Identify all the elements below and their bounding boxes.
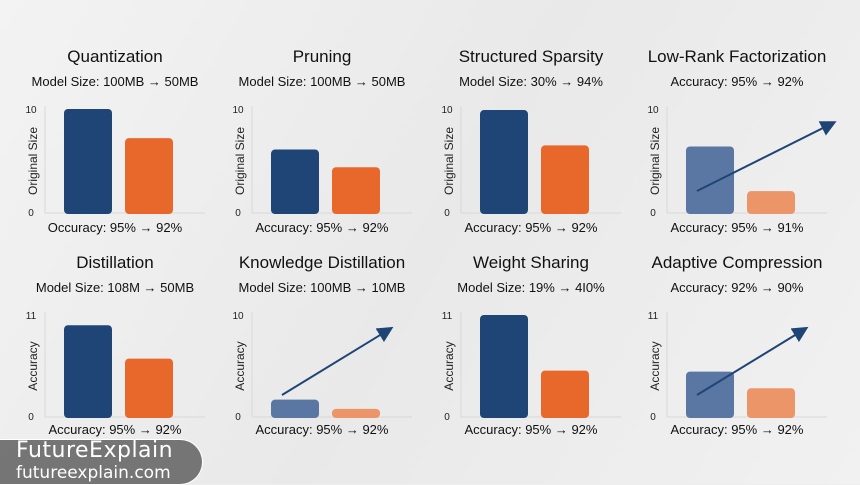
- y-axis-label: Accuracy: [442, 341, 456, 390]
- chart-title: Adaptive Compression: [651, 253, 822, 272]
- y-tick-label: 0: [444, 412, 450, 423]
- y-axis-label: Original Size: [26, 127, 40, 195]
- chart-subtitle: Model Size: 19% → 4I0%: [457, 280, 605, 295]
- bar-compressed: [747, 388, 795, 418]
- chart-caption: Accuracy: 95% → 92%: [256, 422, 389, 437]
- y-axis-label: Accuracy: [233, 341, 247, 390]
- y-tick-label: 11: [26, 311, 37, 322]
- chart-title: Structured Sparsity: [459, 47, 604, 66]
- y-axis-label: Original Size: [442, 127, 456, 195]
- chart-caption: Accuracy: 95% → 91%: [671, 220, 804, 235]
- chart-subtitle: Model Size: 100MB → 10MB: [239, 280, 406, 295]
- y-tick-label: 11: [442, 311, 453, 322]
- bar-compressed: [541, 370, 589, 418]
- chart-title: Knowledge Distillation: [239, 253, 405, 272]
- y-tick-label: 11: [648, 311, 659, 322]
- bar-compressed: [332, 167, 380, 214]
- y-tick-label: 0: [235, 208, 241, 219]
- chart-caption: Occuracy: 95% → 92%: [48, 220, 183, 235]
- bar-original: [271, 149, 319, 214]
- y-tick-label: 0: [650, 208, 656, 219]
- y-tick-label: 10: [232, 105, 244, 116]
- chart-caption: Accuracy: 95% → 92%: [671, 422, 804, 437]
- y-tick-label: 0: [28, 412, 34, 423]
- trend-arrow: [696, 121, 837, 192]
- chart-subtitle: Model Size: 100MB → 50MB: [32, 74, 199, 89]
- chart-subtitle: Model Size: 108M → 50MB: [36, 280, 194, 295]
- chart-title: Low-Rank Factorization: [648, 47, 827, 66]
- y-tick-label: 10: [647, 105, 659, 116]
- watermark-brand: FutureExplain: [16, 438, 174, 463]
- bar-compressed: [541, 145, 589, 214]
- bar-compressed: [125, 138, 173, 214]
- bar-original: [64, 109, 112, 214]
- watermark-url: futureexplain.com: [16, 463, 171, 483]
- y-axis-label: Accuracy: [26, 341, 40, 390]
- chart-subtitle: Model Size: 30% → 94%: [459, 74, 603, 89]
- chart-title: Pruning: [293, 47, 352, 66]
- chart-caption: Accuracy: 95% → 92%: [465, 422, 598, 437]
- chart-title: Weight Sharing: [473, 253, 589, 272]
- chart-title: Distillation: [76, 253, 153, 272]
- bar-original: [271, 399, 319, 418]
- bar-original: [64, 325, 112, 418]
- y-tick-label: 10: [441, 105, 453, 116]
- bar-original: [480, 315, 528, 418]
- bar-compressed: [747, 191, 795, 214]
- bar-compressed: [332, 408, 380, 418]
- watermark: FutureExplain futureexplain.com: [0, 439, 203, 485]
- chart-subtitle: Accuracy: 95% → 92%: [671, 74, 804, 89]
- y-tick-label: 10: [232, 311, 244, 322]
- trend-arrow: [281, 326, 394, 396]
- y-tick-label: 0: [444, 208, 450, 219]
- y-axis-label: Original Size: [648, 127, 662, 195]
- bar-compressed: [125, 358, 173, 418]
- trend-arrow: [696, 326, 809, 396]
- y-tick-label: 0: [650, 412, 656, 423]
- chart-caption: Accuracy: 95% → 92%: [256, 220, 389, 235]
- chart-caption: Accuracy: 95% → 92%: [465, 220, 598, 235]
- chart-title: Quantization: [67, 47, 162, 66]
- bar-original: [686, 371, 734, 418]
- bar-original: [686, 146, 734, 214]
- y-tick-label: 10: [25, 105, 37, 116]
- chart-subtitle: Model Size: 100MB → 50MB: [239, 74, 406, 89]
- y-axis-label: Original Size: [233, 127, 247, 195]
- y-tick-label: 0: [28, 208, 34, 219]
- chart-caption: Accuracy: 95% → 92%: [49, 422, 182, 437]
- y-tick-label: 0: [235, 412, 241, 423]
- chart-subtitle: Accuracy: 92% → 90%: [671, 280, 804, 295]
- y-axis-label: Accuracy: [648, 341, 662, 390]
- bar-original: [480, 110, 528, 214]
